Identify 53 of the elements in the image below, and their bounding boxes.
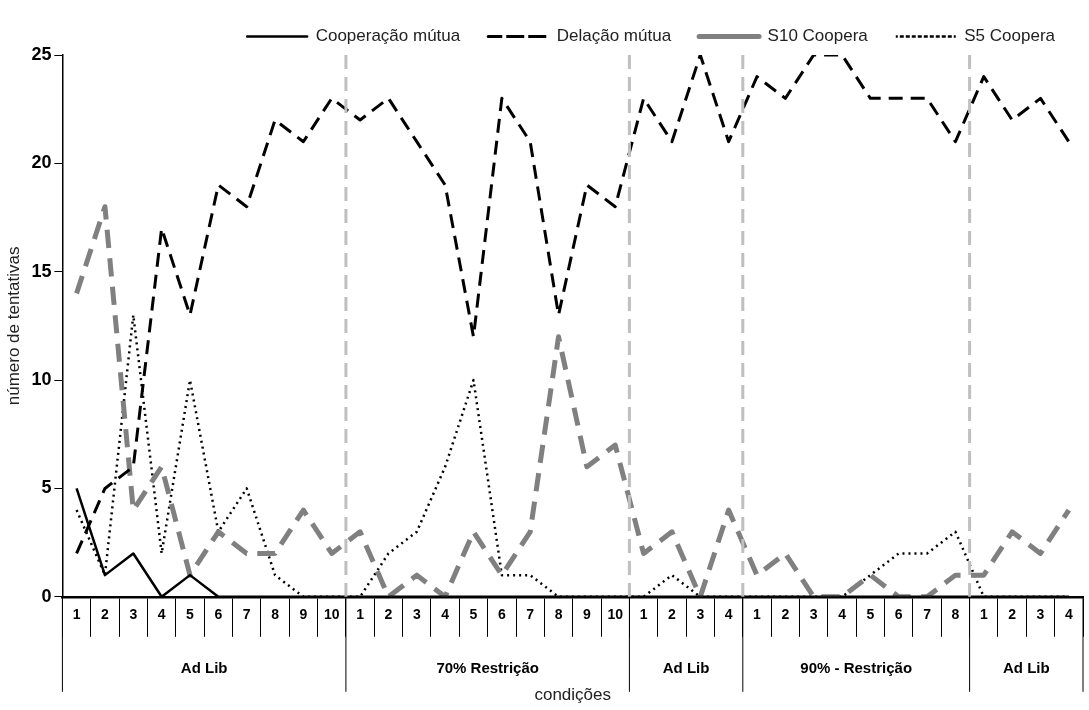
x-tick-label: 8 [554,606,563,623]
x-tick-label: 7 [923,606,932,623]
text: Ad Lib [662,658,710,676]
x-tick-label: 2 [668,606,677,623]
x-tick-label: 4 [441,606,450,623]
x-tick-label: 8 [271,606,280,623]
x-tick-label: 5 [866,606,875,623]
x-tick-label: 4 [724,606,733,623]
legend-label: Delação mútua [556,26,672,46]
x-tick-label: 9 [582,606,591,623]
legend-label: S10 Coopera [767,26,869,46]
x-tick-label: 3 [809,606,818,623]
y-tick-label: 20 [31,152,52,173]
x-tick-label: 5 [186,606,195,623]
x-tick-label: 6 [894,606,903,623]
x-tick-label: 6 [497,606,506,623]
y-axis-title: número de tentativas [3,246,23,406]
x-tick-label: 4 [157,606,166,623]
x-tick-label: 4 [1064,606,1073,623]
x-tick-label: 1 [356,606,365,623]
x-tick-label: 2 [101,606,110,623]
x-tick-label: 2 [1008,606,1017,623]
x-tick-label: 1 [639,606,648,623]
x-tick-label: 9 [299,606,308,623]
x-tick-label: 2 [384,606,393,623]
x-tick-label: 1 [979,606,988,623]
x-tick-label: 3 [696,606,705,623]
text: 70% Restrição [436,658,539,676]
x-tick-label: 10 [607,606,624,623]
y-tick-label: 15 [31,260,52,281]
text: 90% - Restrição [800,658,913,676]
y-tick-label: 0 [41,585,52,606]
x-tick-label: 3 [412,606,421,623]
x-tick-label: 8 [951,606,960,623]
x-tick-label: 7 [526,606,535,623]
text: Ad Lib [180,658,228,676]
x-tick-label: 7 [242,606,251,623]
x-tick-label: 6 [214,606,223,623]
y-tick-label: 5 [41,477,52,498]
legend-label: S5 Coopera [964,26,1056,46]
legend-label: Cooperação mútua [315,26,461,46]
y-tick-label: 10 [31,369,52,390]
x-axis-title: condições [534,685,611,705]
y-tick-label: 25 [31,43,52,64]
x-tick-label: 1 [753,606,762,623]
x-tick-label: 1 [72,606,81,623]
x-tick-label: 5 [469,606,478,623]
x-tick-label: 4 [838,606,847,623]
x-tick-label: 3 [1036,606,1045,623]
x-tick-label: 10 [323,606,340,623]
x-tick-label: 2 [781,606,790,623]
text: Ad Lib [1002,658,1050,676]
x-tick-label: 3 [129,606,138,623]
